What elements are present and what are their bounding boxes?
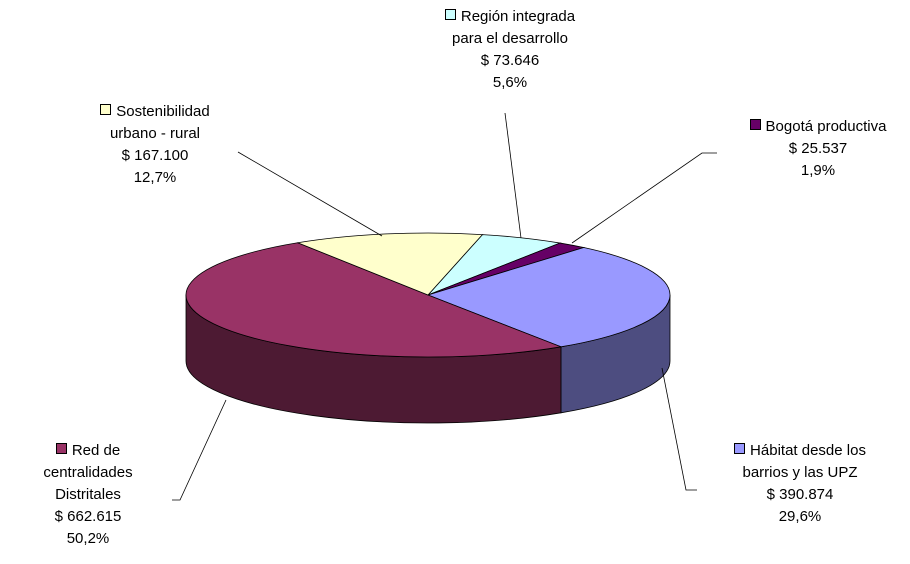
data-label: Red de centralidades Distritales $ 662.61… [0, 440, 198, 550]
data-label: Sostenibilidad urbano - rural $ 167.100 12… [45, 101, 265, 189]
slice [185, 242, 563, 358]
amount-label: $ 73.646 [480, 52, 540, 69]
slice-name: Red de centralidades Distritales [43, 442, 133, 503]
leader-line [571, 152, 717, 244]
amount-label: $ 167.100 [121, 147, 189, 164]
percent-label: 12,7% [133, 169, 177, 186]
slice [296, 232, 484, 296]
slice-name: Región integrada para el desarrollo [452, 8, 576, 47]
percent-label: 1,9% [800, 162, 836, 179]
data-label: Región integrada para el desarrollo $ 73.… [400, 6, 620, 94]
legend-swatch [100, 104, 112, 115]
legend-swatch [749, 119, 761, 130]
legend-swatch [444, 9, 456, 20]
amount-label: $ 390.874 [766, 486, 834, 503]
legend-swatch [55, 443, 67, 454]
percent-label: 29,6% [778, 508, 822, 525]
slice-name: Sostenibilidad urbano - rural [109, 103, 210, 142]
amount-label: $ 25.537 [788, 140, 848, 157]
amount-label: $ 662.615 [54, 508, 122, 525]
slice-name: Bogotá productiva [765, 118, 887, 135]
percent-label: 5,6% [492, 74, 528, 91]
legend-swatch [734, 443, 746, 454]
percent-label: 50,2% [66, 530, 110, 547]
leader-line [661, 367, 697, 491]
leader-line [237, 151, 383, 237]
leader-line [504, 112, 522, 239]
slice-name: Hábitat desde los barrios y las UPZ [742, 442, 866, 481]
data-label: Hábitat desde los barrios y las UPZ $ 390… [690, 440, 910, 528]
leader-line [172, 399, 227, 501]
slice [426, 247, 671, 348]
data-label: Bogotá productiva $ 25.537 1,9% [708, 116, 910, 182]
